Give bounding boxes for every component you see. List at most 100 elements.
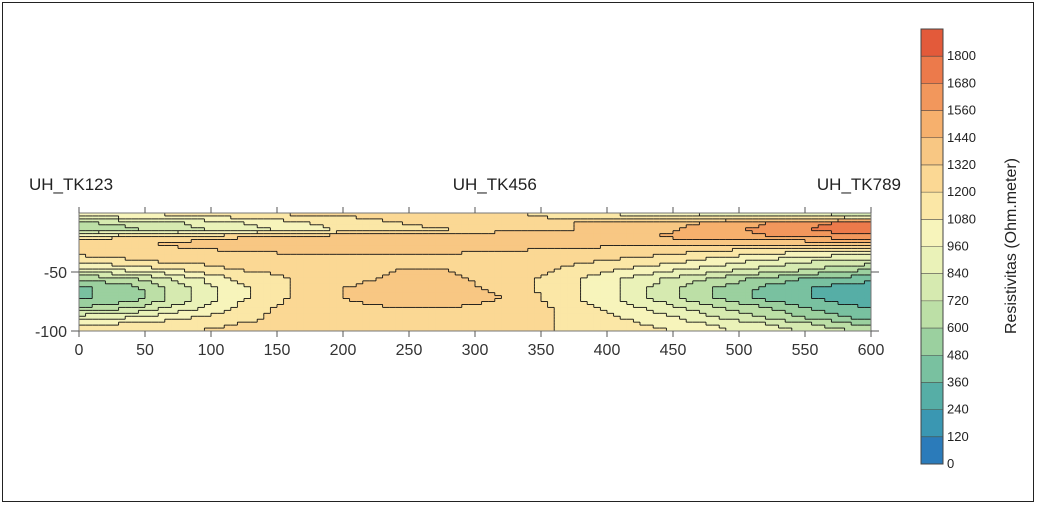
resistivity-cell xyxy=(666,221,674,226)
resistivity-cell xyxy=(389,316,397,320)
resistivity-cell xyxy=(197,242,205,247)
resistivity-cell xyxy=(197,239,205,244)
resistivity-cell xyxy=(772,248,780,252)
resistivity-cell xyxy=(666,313,674,317)
resistivity-cell xyxy=(356,280,364,285)
resistivity-cell xyxy=(316,322,324,326)
resistivity-cell xyxy=(527,239,535,244)
resistivity-cell xyxy=(501,322,509,326)
resistivity-cell xyxy=(237,316,245,320)
resistivity-cell xyxy=(811,245,819,249)
resistivity-cell xyxy=(230,292,238,297)
resistivity-cell xyxy=(204,251,212,255)
resistivity-cell xyxy=(290,292,298,297)
resistivity-cell xyxy=(138,245,146,249)
resistivity-cell xyxy=(725,292,733,297)
resistivity-cell xyxy=(541,269,549,273)
resistivity-cell xyxy=(620,254,628,258)
resistivity-cell xyxy=(547,325,555,329)
resistivity-cell xyxy=(98,292,106,297)
resistivity-cell xyxy=(178,251,186,255)
resistivity-cell xyxy=(765,245,773,249)
resistivity-cell xyxy=(607,224,615,229)
resistivity-cell xyxy=(329,218,337,223)
resistivity-cell xyxy=(824,322,832,326)
resistivity-cell xyxy=(250,221,258,226)
resistivity-cell xyxy=(468,266,476,270)
resistivity-cell xyxy=(607,269,615,273)
resistivity-cell xyxy=(105,277,113,282)
resistivity-cell xyxy=(257,280,265,285)
resistivity-cell xyxy=(356,328,364,331)
resistivity-cell xyxy=(706,322,714,326)
resistivity-cell xyxy=(415,280,423,285)
resistivity-cell xyxy=(369,263,377,267)
resistivity-cell xyxy=(290,274,298,279)
resistivity-cell xyxy=(692,292,700,297)
resistivity-cell xyxy=(244,236,252,241)
resistivity-cell xyxy=(336,313,344,317)
resistivity-cell xyxy=(560,286,568,291)
resistivity-cell xyxy=(633,245,641,249)
resistivity-cell xyxy=(706,239,714,244)
resistivity-cell xyxy=(527,283,535,288)
resistivity-cell xyxy=(534,266,542,270)
resistivity-cell xyxy=(468,248,476,252)
resistivity-cell xyxy=(138,251,146,255)
resistivity-cell xyxy=(257,295,265,300)
resistivity-cell xyxy=(778,274,786,279)
resistivity-cell xyxy=(607,319,615,323)
resistivity-cell xyxy=(712,215,720,220)
resistivity-cell xyxy=(745,274,753,279)
resistivity-cell xyxy=(191,313,199,317)
resistivity-cell xyxy=(283,215,291,220)
resistivity-cell xyxy=(765,280,773,285)
resistivity-cell xyxy=(230,301,238,306)
resistivity-cell xyxy=(626,307,634,311)
resistivity-cell xyxy=(435,310,443,314)
resistivity-cell xyxy=(758,239,766,244)
resistivity-cell xyxy=(752,266,760,270)
resistivity-cell xyxy=(514,289,522,294)
resistivity-cell xyxy=(422,227,430,232)
resistivity-cell xyxy=(151,289,159,294)
resistivity-cell xyxy=(362,289,370,294)
resistivity-cell xyxy=(844,242,852,247)
resistivity-cell xyxy=(428,213,436,217)
resistivity-cell xyxy=(673,277,681,282)
resistivity-cell xyxy=(270,242,278,247)
resistivity-cell xyxy=(653,313,661,317)
resistivity-cell xyxy=(316,280,324,285)
resistivity-cell xyxy=(521,280,529,285)
resistivity-cell xyxy=(607,221,615,226)
resistivity-cell xyxy=(395,230,403,235)
resistivity-cell xyxy=(112,239,120,244)
resistivity-cell xyxy=(409,251,417,255)
resistivity-cell xyxy=(329,274,337,279)
resistivity-cell xyxy=(593,289,601,294)
resistivity-cell xyxy=(349,224,357,229)
resistivity-cell xyxy=(554,239,562,244)
resistivity-cell xyxy=(791,328,799,331)
resistivity-cell xyxy=(376,242,384,247)
resistivity-cell xyxy=(580,213,588,217)
resistivity-cell xyxy=(442,289,450,294)
resistivity-cell xyxy=(778,248,786,252)
resistivity-cell xyxy=(831,313,839,317)
resistivity-cell xyxy=(395,295,403,300)
resistivity-cell xyxy=(343,292,351,297)
resistivity-cell xyxy=(706,289,714,294)
resistivity-cell xyxy=(508,221,516,226)
resistivity-cell xyxy=(244,221,252,226)
resistivity-cell xyxy=(791,286,799,291)
resistivity-cell xyxy=(811,307,819,311)
resistivity-cell xyxy=(844,304,852,308)
resistivity-cell xyxy=(838,269,846,273)
resistivity-cell xyxy=(593,292,601,297)
resistivity-cell xyxy=(653,215,661,220)
resistivity-cell xyxy=(158,215,166,220)
resistivity-cell xyxy=(461,239,469,244)
resistivity-cell xyxy=(343,254,351,258)
resistivity-cell xyxy=(679,213,687,217)
